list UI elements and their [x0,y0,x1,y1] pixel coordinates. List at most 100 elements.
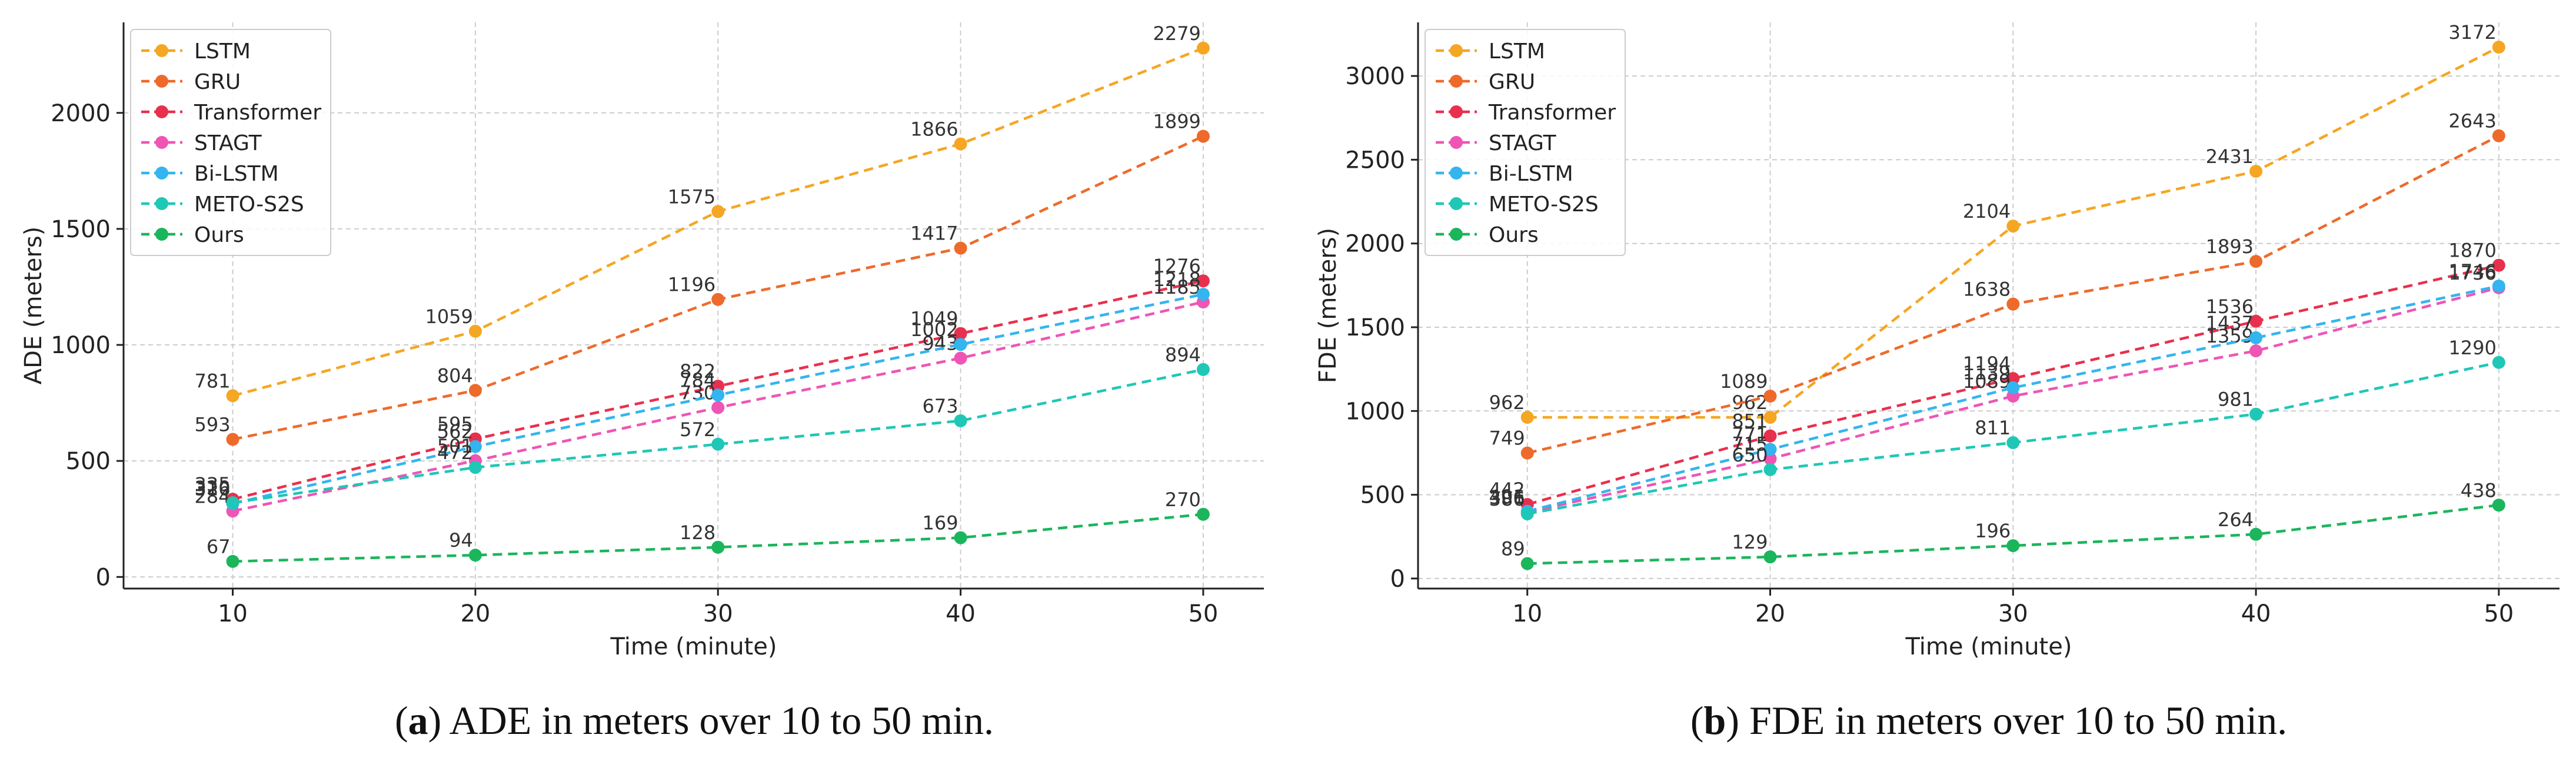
data-label: 894 [1165,344,1201,366]
caption-b-tag: b [1703,698,1726,743]
y-tick-label: 500 [66,448,111,475]
data-label: 1049 [910,308,958,330]
x-axis-label: Time (minute) [610,633,777,660]
data-label: 1736 [2448,262,2496,284]
x-tick-label: 30 [703,600,733,627]
data-label: 811 [1975,417,2011,439]
data-point [2249,314,2263,328]
data-point [2492,41,2505,54]
data-point [954,338,967,351]
y-tick-label: 1500 [1345,314,1405,341]
series-ours: 89 129 196 264 438 [1501,479,2505,570]
data-label: 781 [194,370,230,392]
data-point [954,137,967,151]
chart-b: 0 500 1000 1500 2000 2500 3000 10 20 30 40 50 Time (… [1314,21,2560,660]
data-point [1196,129,1210,143]
data-point [226,496,239,510]
legend-swatch-marker [1450,75,1463,88]
data-point [1196,274,1210,288]
data-point [2492,129,2505,142]
data-point [711,401,725,414]
legend-item: GRU [1436,70,1535,94]
y-tick-label: 3000 [1345,63,1405,90]
data-label: 593 [194,413,230,436]
data-point [954,327,967,340]
data-point [1196,363,1210,376]
series-line [1527,504,2500,565]
legend-label: METO-S2S [1489,192,1599,217]
data-label: 2431 [2206,145,2254,168]
data-point [1520,557,1534,570]
x-tick-label: 50 [2484,600,2514,627]
legend-item: Bi-LSTM [1436,162,1573,186]
data-point [1763,463,1777,476]
data-label: 67 [207,536,231,558]
data-point [2249,344,2263,358]
data-point [1763,452,1777,466]
data-point [468,461,482,474]
legend-swatch-marker [155,228,168,241]
data-label: 804 [437,364,473,387]
legend-item: Transformer [141,101,321,125]
x-tick-label: 20 [460,600,490,627]
data-point [2006,436,2020,450]
data-point [226,389,239,403]
data-point [1763,429,1777,443]
data-point [226,433,239,446]
data-point [2006,372,2020,386]
legend-item: Ours [1436,223,1539,247]
data-label: 650 [1732,444,1768,466]
data-label: 1194 [1963,353,2011,375]
y-tick-label: 500 [1360,482,1405,509]
data-label: 1059 [425,305,472,328]
legend-swatch-marker [155,44,168,57]
data-label: 89 [1501,538,1525,560]
data-label: 1089 [1720,370,1768,393]
data-label: 2104 [1963,200,2011,222]
data-point [2006,381,2020,394]
legend-item: STAGT [141,131,262,155]
legend-item: METO-S2S [141,192,304,217]
data-label: 962 [1489,391,1525,414]
y-tick-label: 1000 [51,332,111,359]
data-label: 822 [680,360,715,383]
data-label: 1893 [2206,235,2254,258]
data-label: 1899 [1153,111,1200,133]
series-line [1527,284,2500,513]
data-label: 562 [437,421,473,443]
data-label: 129 [1732,531,1768,553]
y-axis-label: ADE (meters) [20,227,47,385]
data-point [1763,550,1777,564]
data-point [2006,220,2020,233]
series-transformer: 335 595 822 1049 1276 [194,255,1210,506]
series-ours: 67 94 128 169 270 [207,488,1210,568]
caption-a: (a) ADE in meters over 10 to 50 min. [395,698,994,743]
legend-swatch-marker [1450,44,1463,57]
x-tick-label: 40 [946,600,976,627]
legend-label: GRU [1489,70,1535,94]
data-label: 1638 [1963,278,2011,301]
data-point [2006,539,2020,553]
x-tick-label: 20 [1755,600,1785,627]
y-axis-label: FDE (meters) [1314,228,1342,383]
data-point [2249,331,2263,344]
legend-label: Ours [1489,223,1539,247]
data-point [954,351,967,365]
data-point [468,324,482,338]
legend-item: STAGT [1436,131,1557,155]
data-label: 2643 [2448,110,2496,132]
data-label: 1002 [910,318,958,341]
data-label: 3172 [2448,21,2496,44]
data-label: 320 [194,477,230,499]
data-point [1520,411,1534,424]
y-tick-label: 2500 [1345,147,1405,174]
data-point [1196,288,1210,301]
data-point [954,531,967,544]
chart-a: 0 500 1000 1500 2000 10 20 30 40 50 Time (minute) A… [20,22,1264,660]
y-tick-label: 2000 [51,100,111,127]
legend-label: Bi-LSTM [1489,162,1573,186]
legend-swatch-marker [1450,167,1463,180]
legend-swatch-marker [155,167,168,180]
data-label: 784 [680,369,715,391]
